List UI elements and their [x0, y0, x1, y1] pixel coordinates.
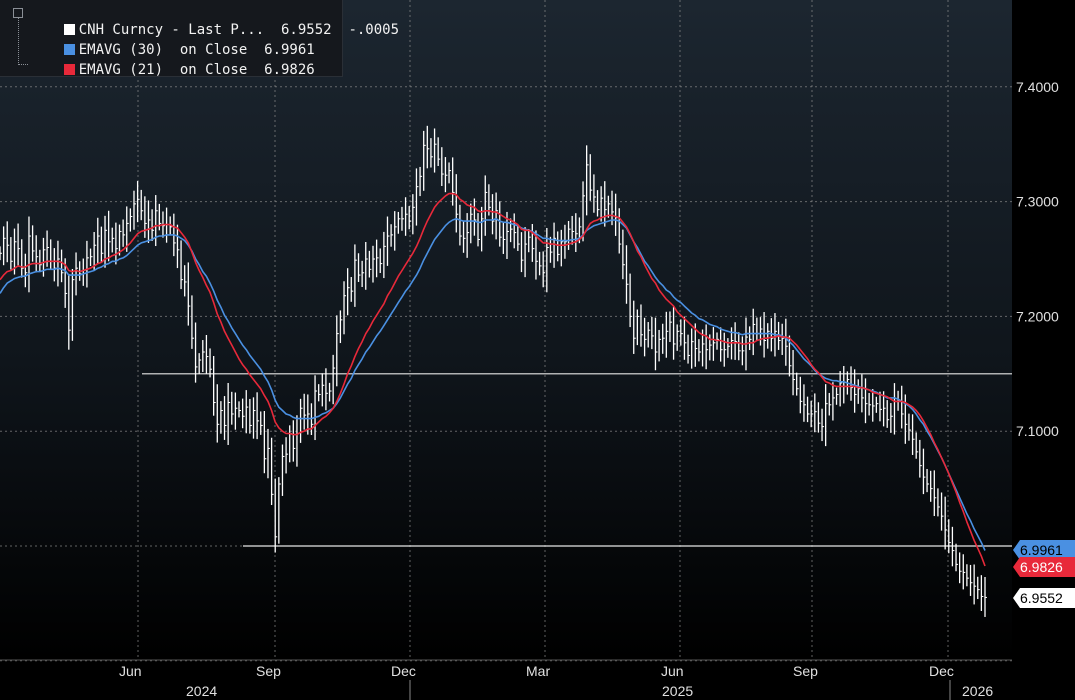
- gridlines: [0, 0, 1012, 662]
- month-label: Sep: [256, 663, 281, 679]
- ema21-line: [0, 192, 986, 567]
- x-axis: Jun Sep Dec Mar Jun Sep Dec 2024 2025 2026: [0, 659, 1012, 700]
- y-tick-label: 7.2000: [1016, 308, 1059, 324]
- month-label: Jun: [119, 663, 142, 679]
- y-tick-label: 7.4000: [1016, 79, 1059, 95]
- month-label: Jun: [661, 663, 684, 679]
- year-label: 2024: [186, 683, 217, 699]
- value-tag-label: 6.9552: [1020, 590, 1063, 606]
- plot-area: [0, 0, 1012, 660]
- legend-label-ema21: EMAVG (21) on Close 6.9826: [78, 62, 315, 78]
- tree-connector: [18, 17, 28, 65]
- y-axis-panel: [1012, 0, 1075, 700]
- legend-label-ema30: EMAVG (30) on Close 6.9961: [78, 42, 315, 58]
- horizontal-reference-lines: [142, 373, 1012, 547]
- ema21-swatch-icon: [63, 64, 75, 75]
- ema30-swatch-icon: [63, 44, 75, 55]
- year-label: 2025: [662, 683, 693, 699]
- legend-label-price: CNH Curncy - Last P... 6.9552 -.0005: [78, 22, 400, 38]
- price-swatch-icon: [63, 24, 75, 35]
- month-label: Dec: [391, 663, 416, 679]
- value-tag: [1013, 557, 1075, 577]
- y-tick-label: 7.1000: [1016, 423, 1059, 439]
- value-tag: [1013, 588, 1075, 608]
- legend-item-ema30[interactable]: EMAVG (30) on Close 6.9961: [30, 20, 315, 58]
- month-label: Sep: [793, 663, 818, 679]
- series-layer: [0, 125, 987, 617]
- y-tick-label: 7.3000: [1016, 194, 1059, 210]
- legend-item-price[interactable]: CNH Curncy - Last P... 6.9552 -.0005: [30, 0, 399, 38]
- month-label: Dec: [929, 663, 954, 679]
- value-tag: [1013, 540, 1075, 560]
- value-tag-label: 6.9826: [1020, 559, 1063, 575]
- month-label: Mar: [526, 663, 550, 679]
- legend-item-ema21[interactable]: EMAVG (21) on Close 6.9826: [30, 40, 315, 78]
- legend-panel: CNH Curncy - Last P... 6.9552 -.0005 EMA…: [0, 0, 399, 78]
- year-label: 2026: [962, 683, 993, 699]
- value-tag-label: 6.9961: [1020, 542, 1063, 558]
- y-axis: 7.1000 7.2000 7.3000 7.4000: [1016, 79, 1059, 439]
